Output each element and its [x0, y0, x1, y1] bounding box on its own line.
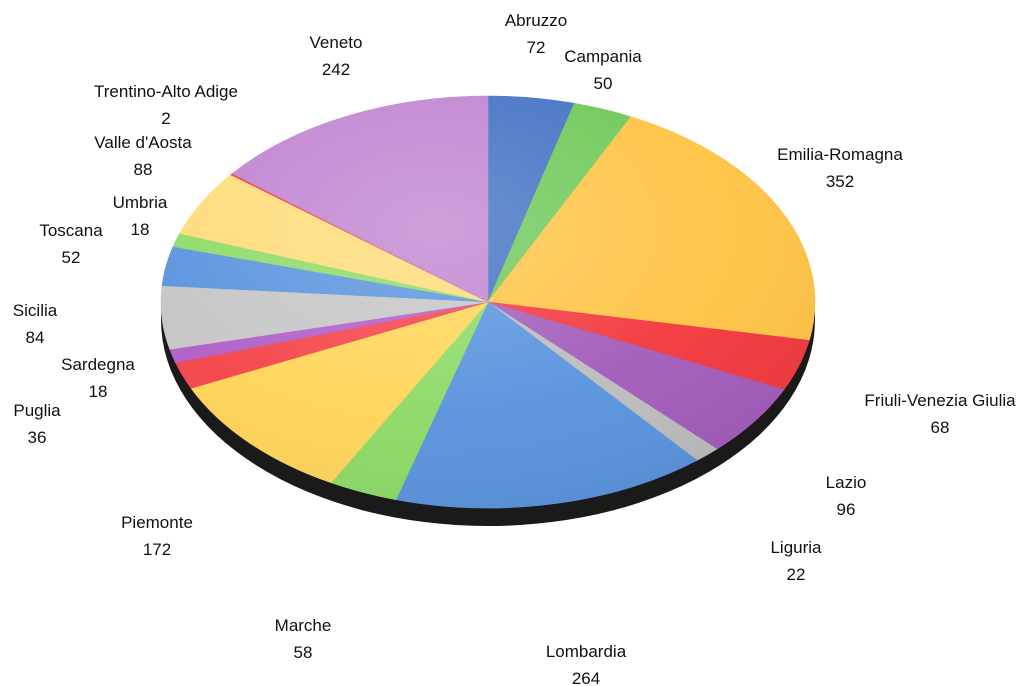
- slice-value: 18: [89, 382, 108, 401]
- slice-value: 58: [294, 643, 313, 662]
- slice-label: Lazio: [826, 473, 867, 492]
- slice-value: 18: [131, 220, 150, 239]
- slice-label: Sicilia: [13, 301, 58, 320]
- pie-slices: [160, 95, 816, 509]
- slice-value: 2: [161, 109, 170, 128]
- slice-value: 88: [134, 160, 153, 179]
- slice-label: Valle d'Aosta: [94, 133, 192, 152]
- slice-value: 50: [594, 74, 613, 93]
- slice-label: Marche: [275, 616, 332, 635]
- slice-label: Campania: [564, 47, 642, 66]
- slice-value: 36: [28, 428, 47, 447]
- slice-label: Puglia: [13, 401, 61, 420]
- pie-labels: Abruzzo 72 Campania 50 Emilia-Romagna 352 Friu…: [13, 11, 1016, 686]
- slice-value: 68: [931, 418, 950, 437]
- slice-label: Lombardia: [546, 642, 627, 661]
- slice-value: 242: [322, 60, 350, 79]
- slice-value: 22: [787, 565, 806, 584]
- slice-label: Trentino-Alto Adige: [94, 82, 238, 101]
- slice-value: 172: [143, 540, 171, 559]
- slice-label: Veneto: [310, 33, 363, 52]
- slice-value: 52: [62, 248, 81, 267]
- slice-value: 352: [826, 172, 854, 191]
- slice-value: 72: [527, 38, 546, 57]
- slice-label: Emilia-Romagna: [777, 145, 903, 164]
- slice-value: 84: [26, 328, 45, 347]
- slice-label: Liguria: [770, 538, 822, 557]
- slice-value: 264: [572, 669, 600, 686]
- slice-label: Umbria: [113, 193, 168, 212]
- slice-label: Piemonte: [121, 513, 193, 532]
- slice-value: 96: [837, 500, 856, 519]
- slice-label: Abruzzo: [505, 11, 567, 30]
- slice-label: Sardegna: [61, 355, 135, 374]
- slice-label: Friuli-Venezia Giulia: [864, 391, 1016, 410]
- slice-label: Toscana: [39, 221, 103, 240]
